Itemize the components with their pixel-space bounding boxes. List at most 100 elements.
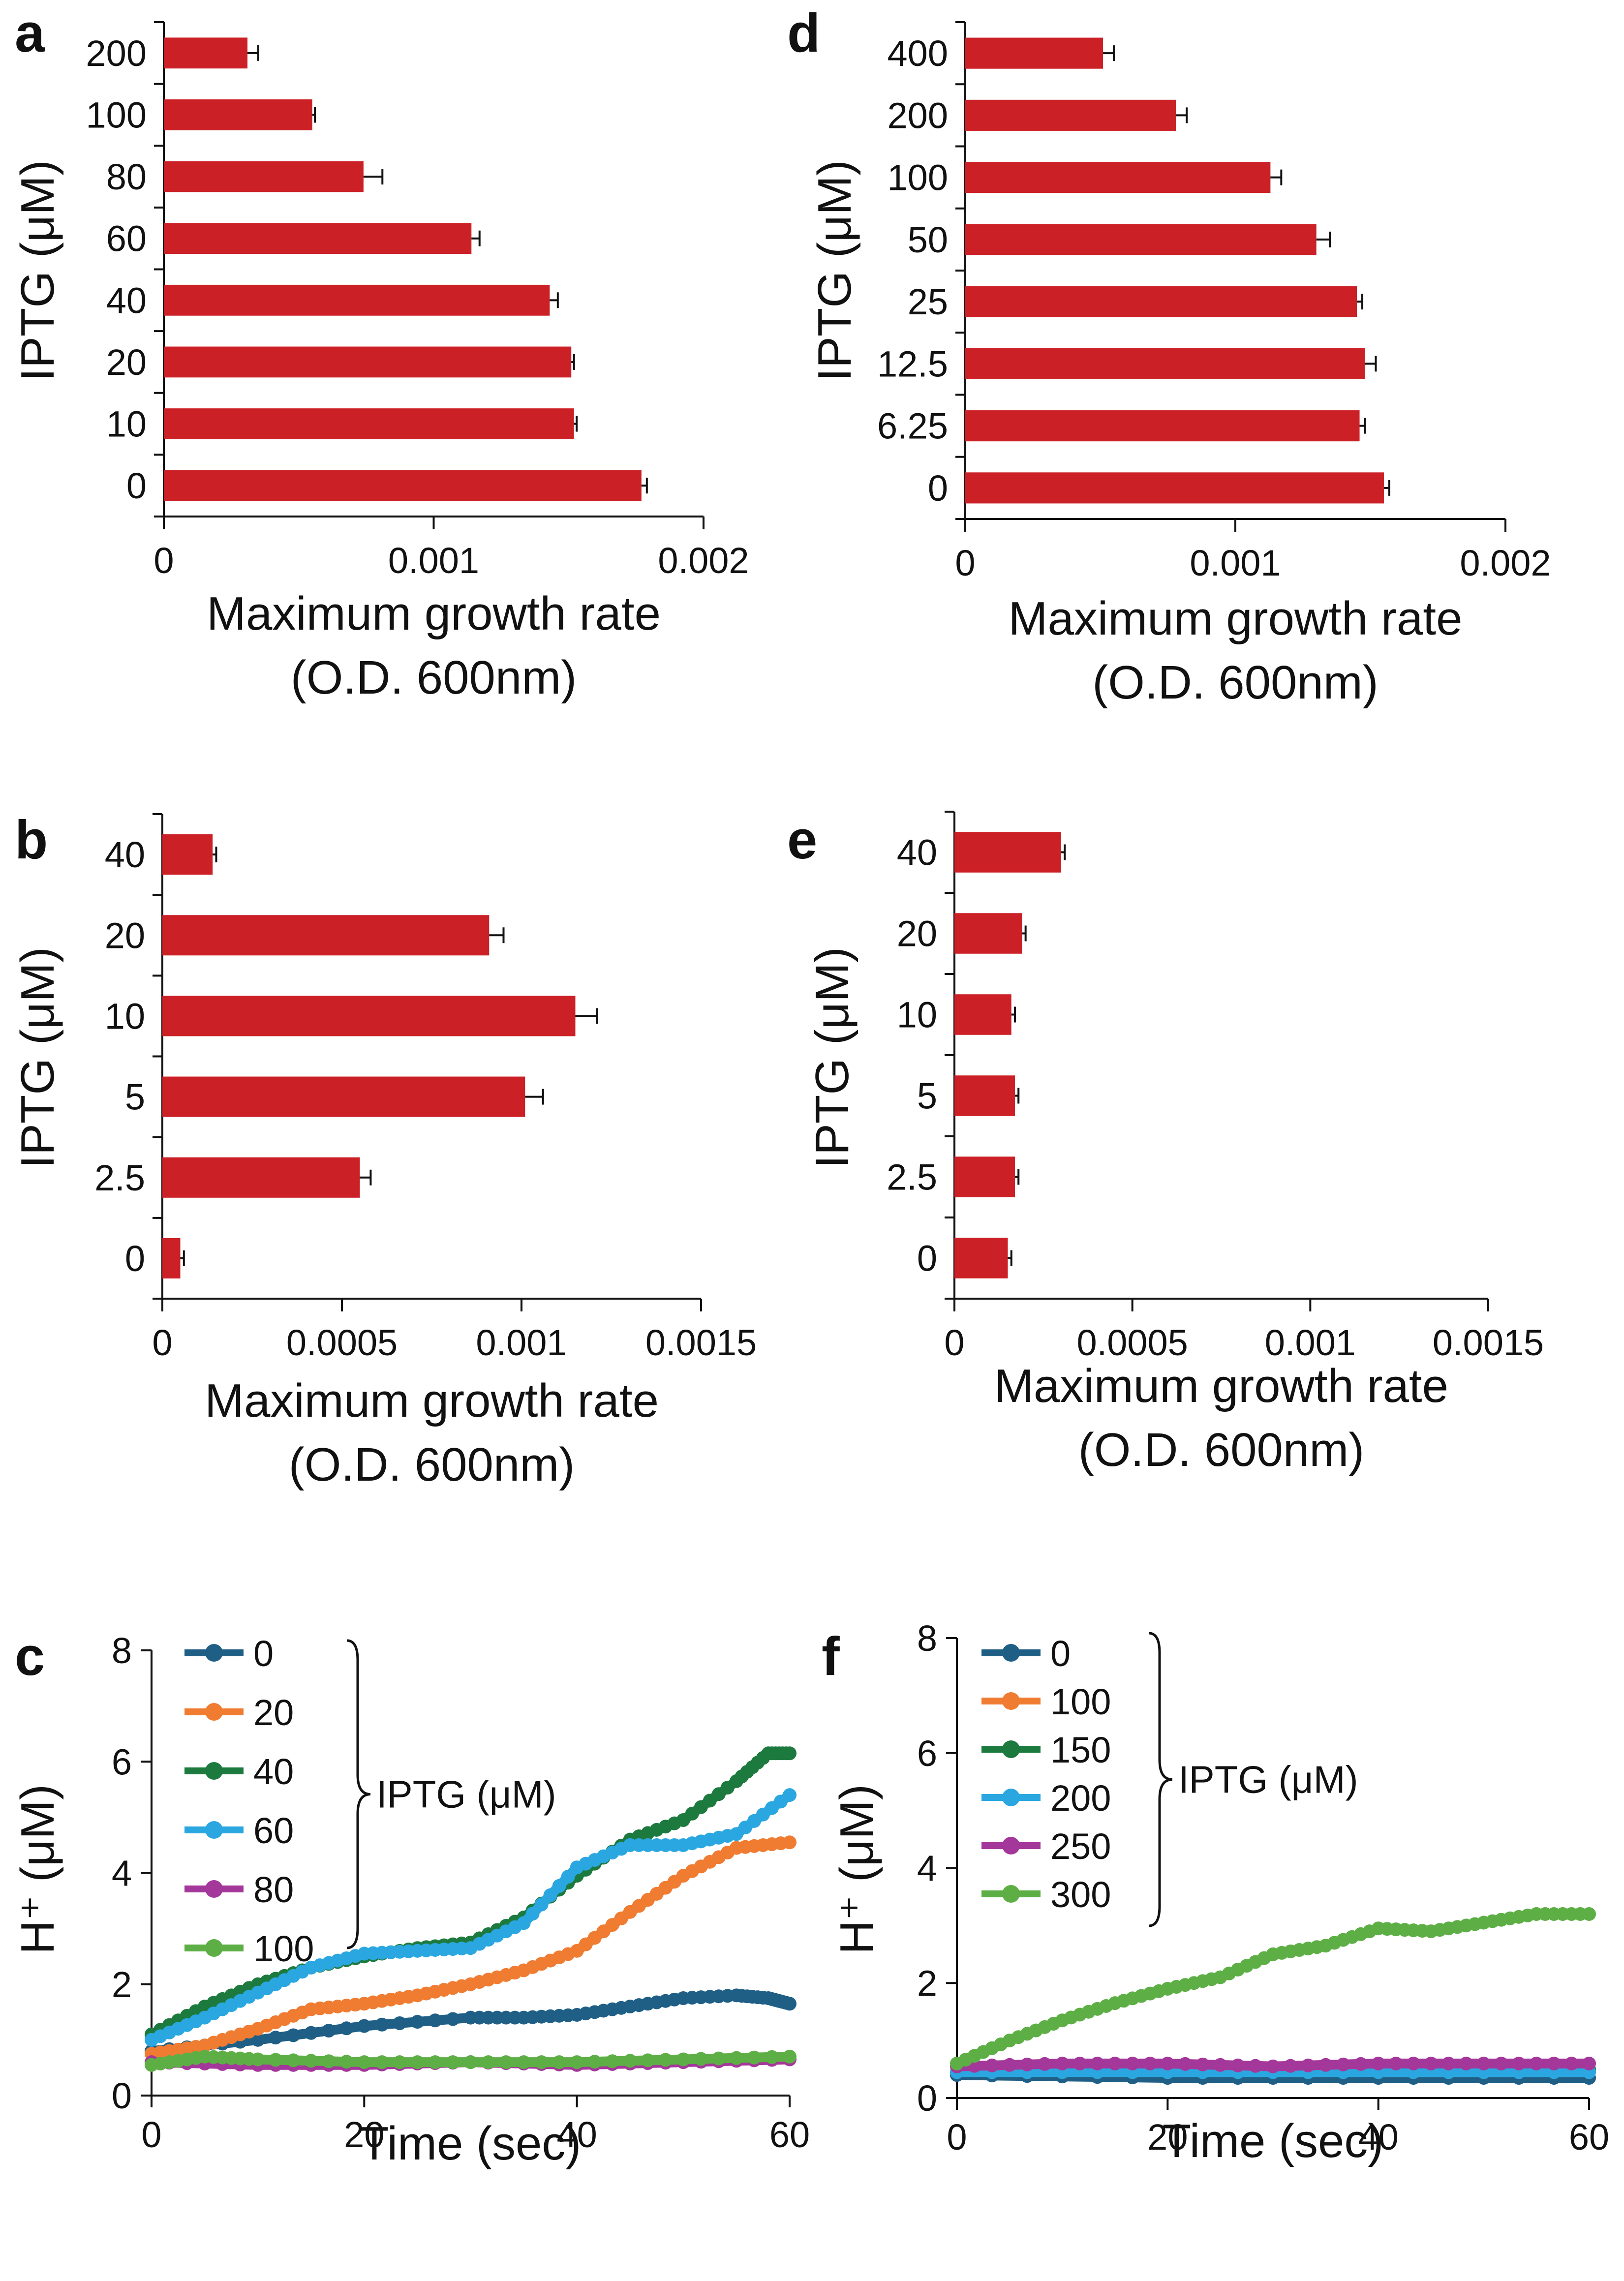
data-point: [1353, 2057, 1368, 2071]
category-label: 2.5: [887, 1157, 937, 1198]
x-tick-label: 0.0015: [645, 1322, 757, 1363]
x-axis-title-units: (O.D. 600nm): [1078, 1424, 1364, 1476]
data-point: [1441, 2056, 1456, 2070]
data-point: [570, 2055, 584, 2069]
y-tick-label: 6: [112, 1741, 132, 1782]
data-point: [1161, 2056, 1175, 2070]
legend-label: 20: [253, 1692, 294, 1733]
data-point: [339, 2055, 354, 2069]
bar: [164, 161, 364, 192]
data-point: [1582, 1907, 1596, 1921]
data-point: [552, 2055, 566, 2069]
panel-letter: e: [787, 810, 817, 870]
data-point: [322, 2054, 336, 2068]
y-tick-label: 8: [917, 1618, 937, 1659]
x-axis-title-units: (O.D. 600nm): [291, 651, 577, 704]
x-tick-label: 20: [344, 2114, 384, 2155]
legend-label: 200: [1050, 1778, 1111, 1819]
legend-swatch-marker: [1002, 1692, 1020, 1710]
x-tick-label: 0.0005: [286, 1322, 398, 1363]
panel-letter: f: [822, 1626, 840, 1687]
data-point: [1459, 2056, 1473, 2070]
category-label: 40: [106, 280, 147, 321]
data-point: [1231, 2058, 1245, 2072]
data-point: [985, 2058, 999, 2072]
bar: [164, 223, 472, 254]
x-tick-label: 0: [153, 540, 174, 581]
series-100: [145, 2049, 797, 2072]
data-point: [658, 2053, 673, 2067]
legend-label: 0: [253, 1633, 274, 1674]
legend-label: 0: [1050, 1633, 1071, 1674]
data-point: [1055, 2056, 1070, 2070]
x-tick-label: 20: [1147, 2117, 1188, 2158]
bar: [965, 348, 1365, 379]
category-label: 10: [106, 404, 147, 445]
y-axis-title: IPTG (μM): [11, 160, 64, 381]
data-point: [499, 2055, 513, 2069]
legend-brace: [1148, 1632, 1173, 1927]
x-tick-label: 0.001: [1190, 543, 1281, 583]
x-tick-label: 0: [944, 1322, 964, 1363]
legend-swatch-marker: [1002, 1644, 1020, 1662]
data-point: [1038, 2057, 1052, 2071]
data-point: [534, 2055, 549, 2069]
data-point: [783, 1835, 797, 1850]
y-axis-title: H⁺ (μM): [11, 1784, 64, 1954]
data-point: [393, 2055, 407, 2069]
data-point: [1178, 2057, 1193, 2071]
legend-label: 300: [1050, 1874, 1111, 1915]
category-label: 200: [888, 95, 948, 136]
legend-label: 150: [1050, 1730, 1111, 1770]
bar: [164, 99, 312, 130]
x-axis-title: Time (sec): [360, 2117, 582, 2170]
series-250: [950, 2056, 1596, 2073]
panel-letter: a: [15, 3, 45, 63]
x-tick-label: 0: [152, 1322, 172, 1363]
series-300: [950, 1907, 1596, 2070]
panel-letter: b: [15, 810, 48, 870]
data-point: [393, 2016, 407, 2030]
panel-letter: c: [15, 1626, 45, 1687]
data-point: [517, 1916, 531, 1930]
data-point: [783, 2049, 797, 2064]
data-point: [410, 2055, 425, 2069]
data-point: [1108, 2056, 1122, 2070]
legend-label: 250: [1050, 1826, 1111, 1867]
panel-letter: d: [787, 3, 820, 63]
data-point: [711, 2051, 726, 2066]
x-tick-label: 0.001: [1265, 1322, 1356, 1363]
legend-swatch-marker: [1002, 1885, 1020, 1903]
data-point: [747, 2050, 761, 2065]
data-point: [783, 1746, 797, 1761]
x-tick-label: 0.0005: [1076, 1322, 1188, 1363]
data-point: [1318, 2058, 1333, 2072]
bar: [965, 224, 1317, 255]
bar: [164, 346, 572, 378]
data-point: [641, 2053, 655, 2068]
legend-label: 40: [253, 1751, 294, 1792]
category-label: 400: [888, 33, 948, 74]
y-axis-title: IPTG (μM): [806, 947, 858, 1168]
legend: 0 20 40 60 80 100 IPTG (μM): [184, 1633, 556, 1969]
legend-brace: [346, 1639, 371, 1949]
data-point: [304, 2054, 318, 2068]
data-point: [1266, 2059, 1280, 2073]
data-point: [534, 1897, 549, 1912]
x-axis-title-units: (O.D. 600nm): [1092, 656, 1378, 709]
data-point: [1090, 2056, 1104, 2070]
data-point: [1003, 2058, 1017, 2072]
bar: [965, 472, 1384, 504]
x-tick-label: 0: [141, 2114, 161, 2155]
data-point: [286, 2053, 301, 2068]
data-point: [339, 2021, 354, 2036]
bar: [954, 913, 1022, 954]
x-axis-title-units: (O.D. 600nm): [289, 1438, 575, 1491]
legend-swatch-marker: [1002, 1837, 1020, 1855]
category-label: 0: [125, 1238, 145, 1279]
data-point: [783, 1788, 797, 1802]
legend-label: 100: [1050, 1681, 1111, 1722]
data-point: [357, 2019, 371, 2033]
